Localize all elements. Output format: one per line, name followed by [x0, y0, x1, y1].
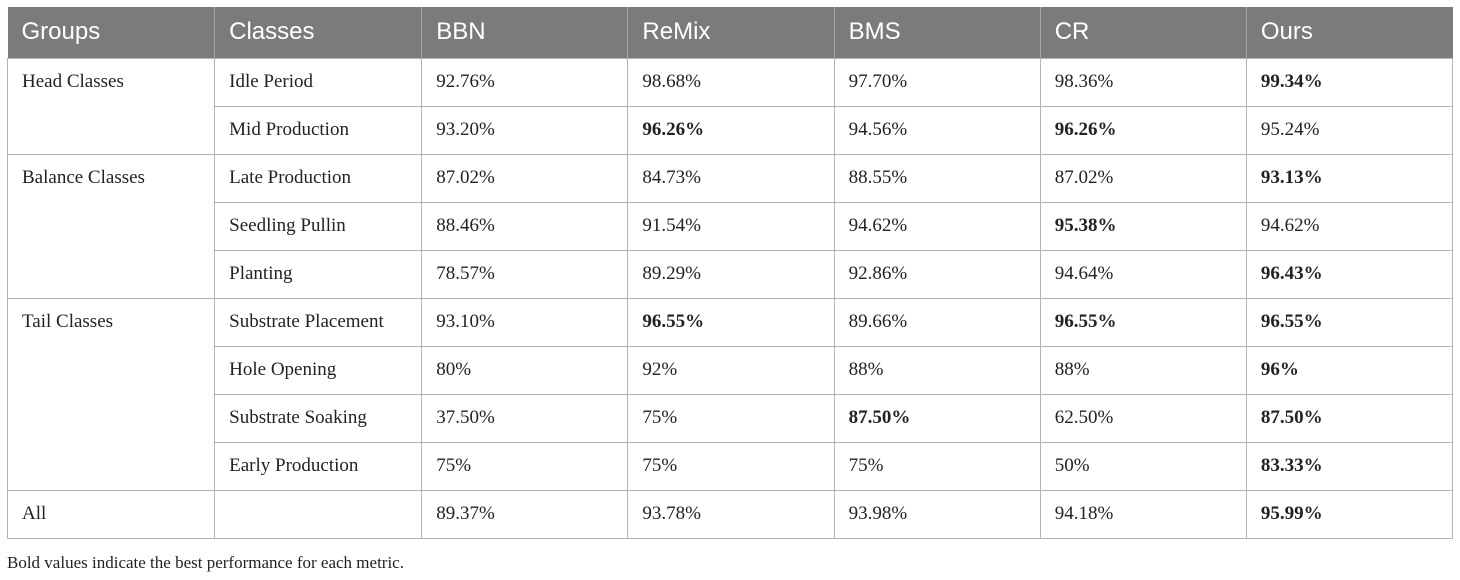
header-cr: CR — [1039, 7, 1247, 58]
value-cell: 92% — [627, 345, 835, 395]
value-cell: 95.99% — [1245, 489, 1454, 539]
value-cell: 97.70% — [833, 57, 1041, 107]
value-cell: 99.34% — [1245, 57, 1454, 107]
value-cell: 87.50% — [833, 393, 1041, 443]
value-cell: 50% — [1039, 441, 1247, 491]
table-row: Balance Classes Late Production 87.02% 84.7… — [6, 153, 1454, 299]
class-cell: Early Production — [214, 441, 423, 491]
header-ours: Ours — [1245, 7, 1453, 58]
table-row: Mid Production 93.20% 96.26% 94.56% 96.26% 95… — [8, 105, 1454, 155]
value-cell: 89.37% — [421, 489, 629, 539]
class-cell: Late Production — [214, 153, 423, 203]
value-cell: 95.24% — [1245, 105, 1454, 155]
value-cell: 93.10% — [421, 297, 629, 347]
value-cell: 96.55% — [1039, 297, 1247, 347]
group-cell: Tail Classes — [6, 297, 216, 491]
table-body: Head Classes Idle Period 92.76% 98.68% 97.70… — [6, 57, 1454, 539]
value-cell: 96.26% — [627, 105, 835, 155]
value-cell: 92.76% — [421, 57, 629, 107]
value-cell: 94.62% — [1245, 201, 1454, 251]
table-header: Groups Classes BBN ReMix BMS CR Ours — [7, 7, 1453, 58]
class-cell: Substrate Placement — [214, 297, 423, 347]
value-cell: 37.50% — [421, 393, 629, 443]
value-cell: 93.20% — [421, 105, 629, 155]
group-cell: All — [6, 489, 216, 539]
value-cell: 98.36% — [1039, 57, 1247, 107]
value-cell: 80% — [421, 345, 629, 395]
header-remix: ReMix — [627, 7, 835, 58]
header-bms: BMS — [833, 7, 1041, 58]
value-cell: 94.62% — [833, 201, 1041, 251]
value-cell: 62.50% — [1039, 393, 1247, 443]
value-cell: 92.86% — [833, 249, 1041, 299]
results-table: Groups Classes BBN ReMix BMS CR Ours Hea… — [6, 7, 1454, 539]
value-cell: 75% — [627, 393, 835, 443]
value-cell: 96.26% — [1039, 105, 1247, 155]
value-cell: 96.55% — [1245, 297, 1454, 347]
class-cell: Seedling Pullin — [214, 201, 423, 251]
table-row: All 89.37% 93.78% 93.98% 94.18% 95.99% — [6, 489, 1454, 539]
table-row: Early Production 75% 75% 75% 50% 83.33% — [8, 441, 1454, 491]
value-cell: 88.55% — [833, 153, 1041, 203]
header-bbn: BBN — [421, 7, 628, 58]
class-cell: Hole Opening — [214, 345, 423, 395]
value-cell: 96.43% — [1245, 249, 1454, 299]
value-cell: 75% — [421, 441, 629, 491]
table-row: Head Classes Idle Period 92.76% 98.68% 97.70… — [6, 57, 1454, 155]
group-cell: Balance Classes — [6, 153, 216, 299]
value-cell: 84.73% — [627, 153, 835, 203]
value-cell: 78.57% — [421, 249, 629, 299]
table-row: Tail Classes Substrate Placement 93.10% 96.… — [6, 297, 1454, 491]
header-groups: Groups — [7, 7, 215, 58]
class-cell: Substrate Soaking — [214, 393, 423, 443]
value-cell: 87.02% — [1039, 153, 1247, 203]
class-cell: Idle Period — [214, 57, 423, 107]
header-row: Groups Classes BBN ReMix BMS CR Ours — [7, 7, 1453, 58]
value-cell: 94.64% — [1039, 249, 1247, 299]
class-cell: Mid Production — [214, 105, 423, 155]
value-cell: 75% — [627, 441, 835, 491]
results-table-container: Groups Classes BBN ReMix BMS CR Ours Hea… — [6, 7, 1454, 539]
class-cell — [214, 489, 423, 539]
table-row: Hole Opening 80% 92% 88% 88% 96% — [8, 345, 1454, 395]
value-cell: 91.54% — [627, 201, 835, 251]
value-cell: 75% — [833, 441, 1041, 491]
value-cell: 89.66% — [833, 297, 1041, 347]
value-cell: 83.33% — [1245, 441, 1454, 491]
value-cell: 96.55% — [627, 297, 835, 347]
value-cell: 94.56% — [833, 105, 1041, 155]
table-footnote: Bold values indicate the best performanc… — [7, 553, 404, 572]
group-cell: Head Classes — [6, 57, 216, 155]
value-cell: 87.02% — [421, 153, 629, 203]
value-cell: 93.98% — [833, 489, 1041, 539]
table-row: Planting 78.57% 89.29% 92.86% 94.64% 96.43% — [8, 249, 1454, 299]
value-cell: 88.46% — [421, 201, 629, 251]
table-row: Substrate Soaking 37.50% 75% 87.50% 62.50% 87… — [8, 393, 1454, 443]
value-cell: 87.50% — [1245, 393, 1454, 443]
value-cell: 96% — [1245, 345, 1454, 395]
value-cell: 89.29% — [627, 249, 835, 299]
value-cell: 98.68% — [627, 57, 835, 107]
header-classes: Classes — [214, 7, 422, 58]
value-cell: 94.18% — [1039, 489, 1247, 539]
value-cell: 93.78% — [627, 489, 835, 539]
value-cell: 88% — [833, 345, 1041, 395]
value-cell: 88% — [1039, 345, 1247, 395]
value-cell: 95.38% — [1039, 201, 1247, 251]
table-row: Seedling Pullin 88.46% 91.54% 94.62% 95.38% 9… — [8, 201, 1454, 251]
class-cell: Planting — [214, 249, 423, 299]
value-cell: 93.13% — [1245, 153, 1454, 203]
